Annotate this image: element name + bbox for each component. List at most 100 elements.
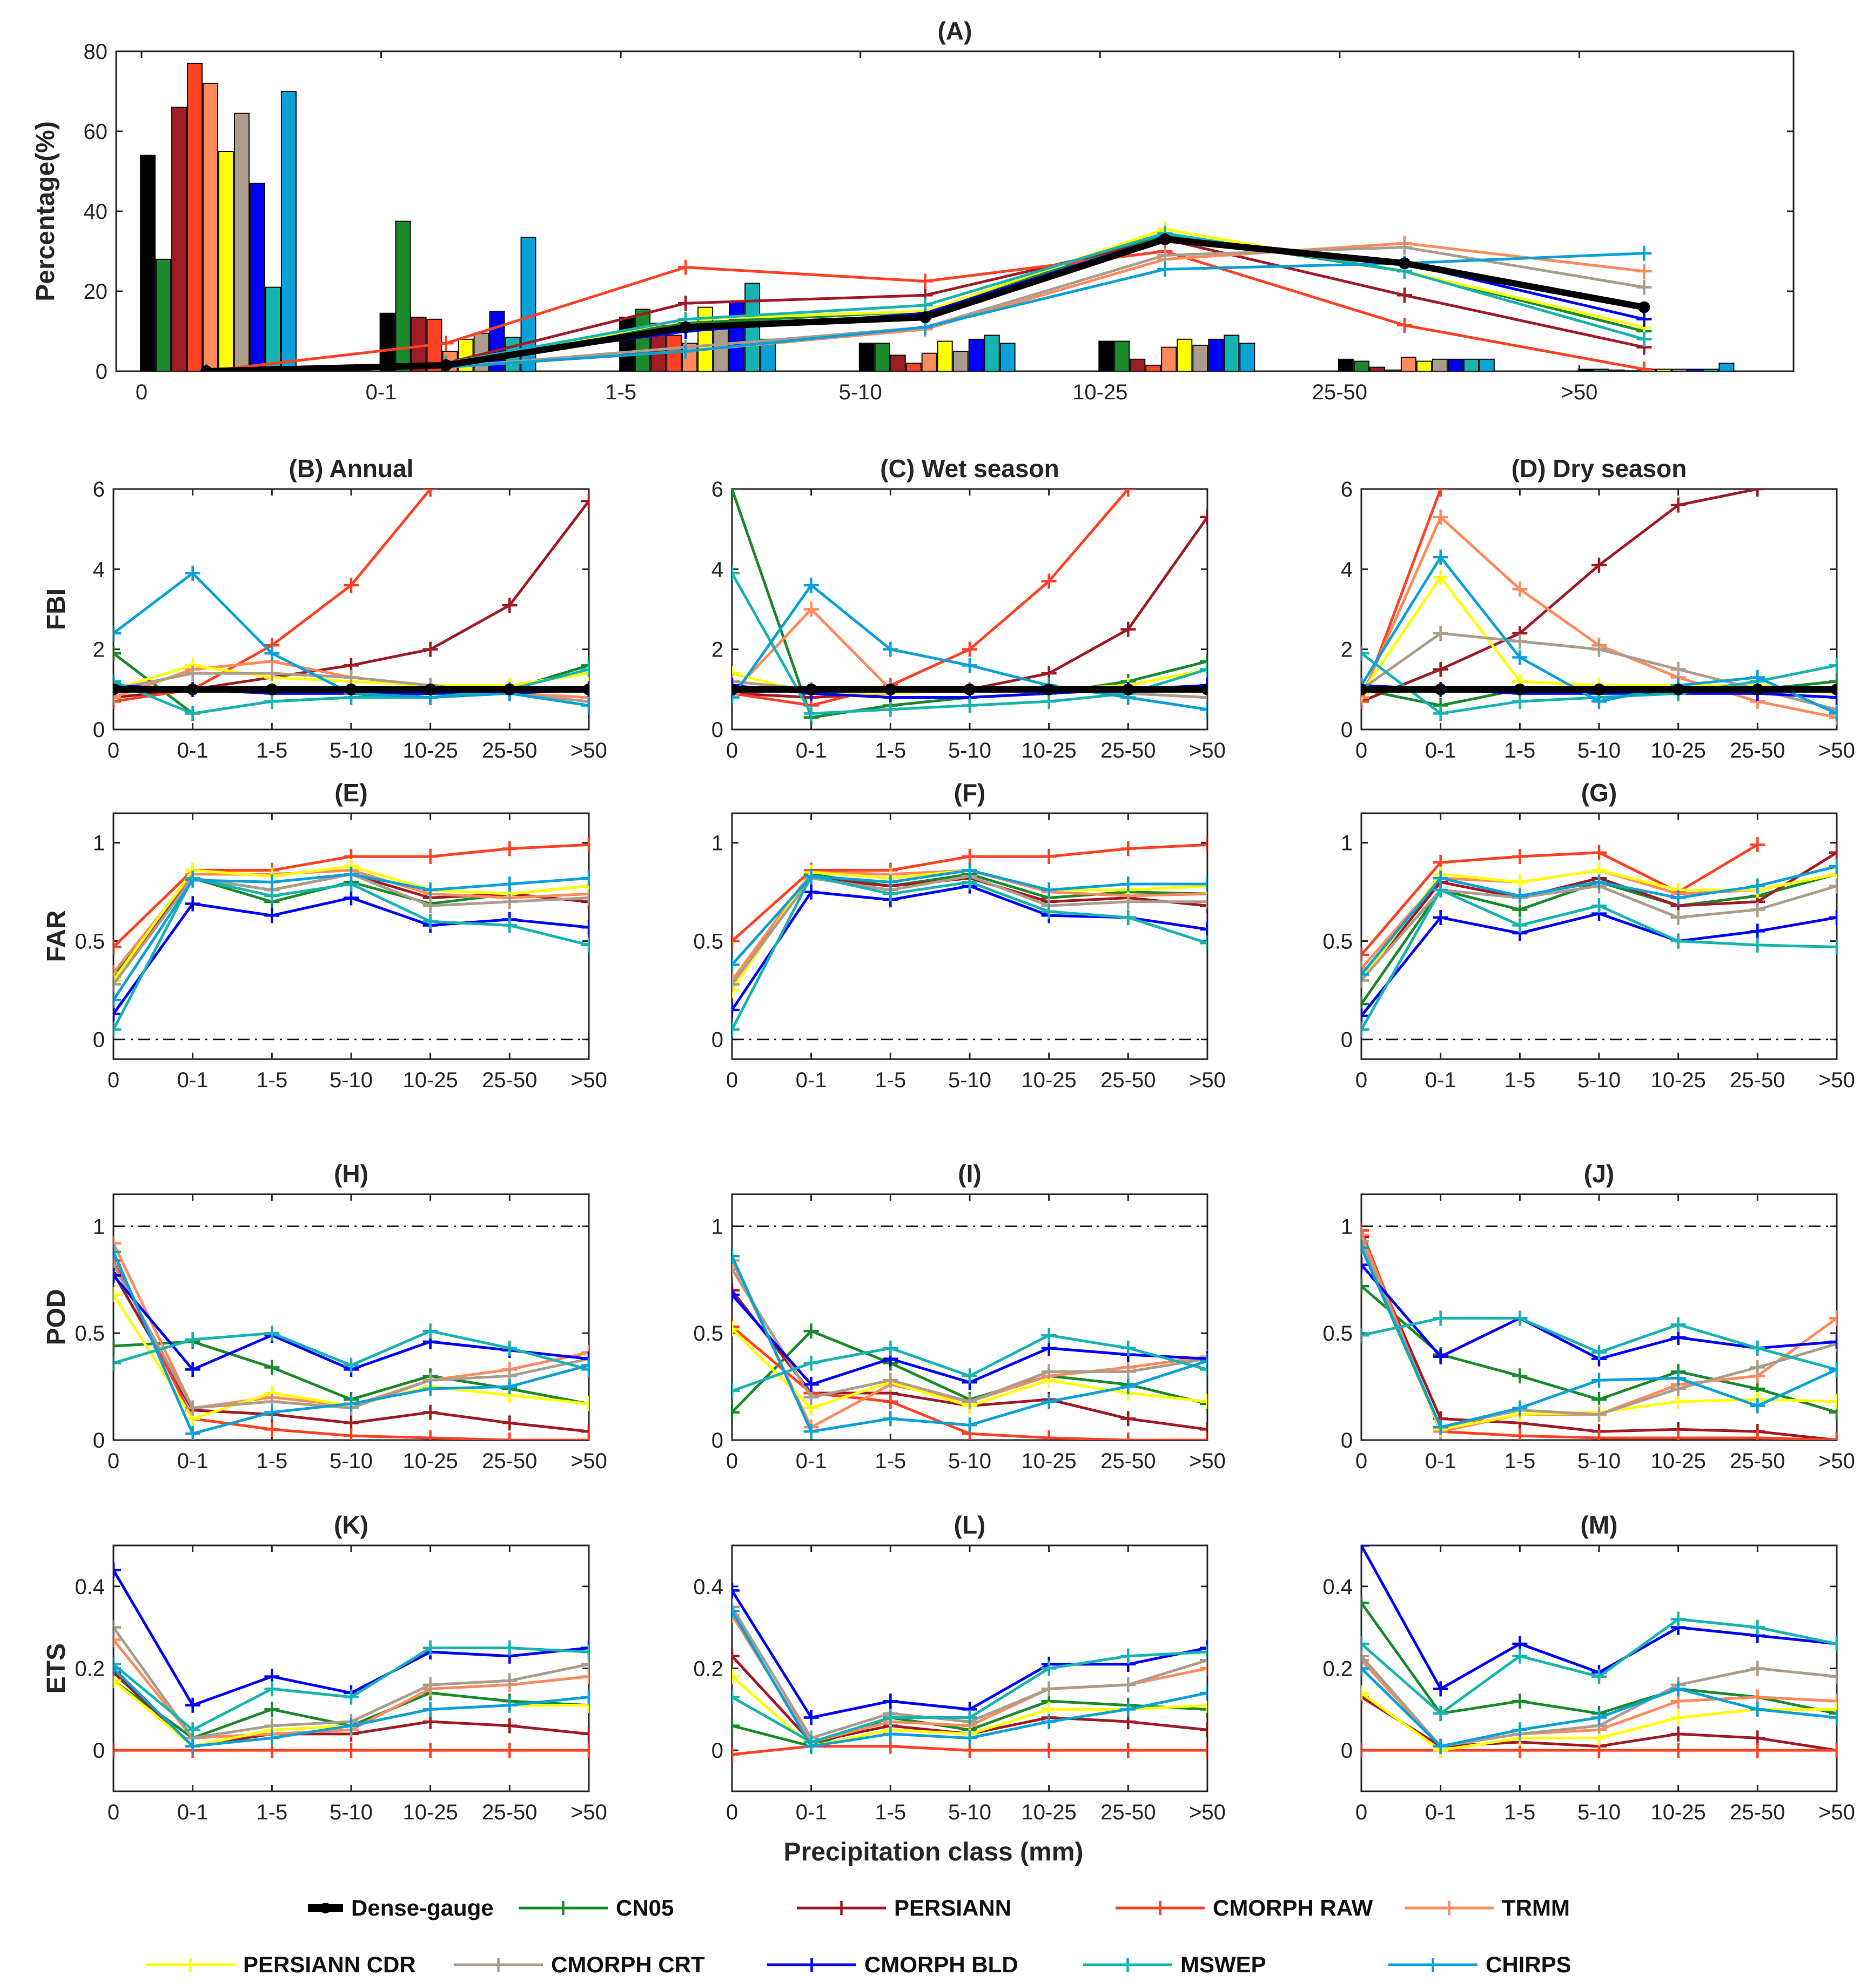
y-tick-label: 6: [93, 478, 105, 501]
point-persiann-cdr: [732, 982, 740, 998]
x-tick-label: 1-5: [875, 1068, 906, 1092]
point-dense-gauge: [1361, 683, 1367, 695]
y-tick-label: 0.5: [1322, 930, 1353, 954]
point-mswep: [1361, 1328, 1369, 1343]
point-trmm: [1636, 264, 1652, 279]
bar-persiann-cdr: [1416, 360, 1432, 371]
x-tick-label: 10-25: [1651, 739, 1706, 762]
point-persiann: [502, 1415, 518, 1431]
legend-item-cn05: CN05: [519, 1895, 674, 1920]
point-chirps: [1512, 888, 1528, 903]
panel-title: (L): [954, 1511, 986, 1539]
point-chirps: [581, 698, 589, 713]
x-tick-label: 5-10: [948, 1068, 991, 1092]
point-cmorph-bld: [185, 1697, 200, 1713]
bar-dense-gauge: [619, 317, 635, 371]
point-mswep: [185, 1722, 200, 1738]
y-tick-label: 6: [1341, 478, 1353, 501]
x-tick-label: 0: [1355, 1068, 1367, 1092]
point-trmm: [1829, 1310, 1837, 1326]
point-cmorph-bld: [1200, 678, 1207, 693]
y-tick-label: 80: [84, 40, 108, 64]
point-chirps: [803, 868, 819, 884]
point-mswep: [264, 1326, 280, 1341]
legend-label: CMORPH CRT: [551, 1952, 705, 1977]
point-cmorph-bld: [185, 1362, 200, 1377]
point-chirps: [1750, 878, 1765, 894]
point-dense-gauge: [964, 683, 976, 695]
point-mswep: [1361, 646, 1369, 661]
point-mswep: [1361, 1636, 1369, 1651]
point-cmorph-bld: [264, 908, 280, 923]
point-persiann-cdr: [581, 878, 589, 894]
x-tick-label: 1-5: [256, 1449, 287, 1473]
point-mswep: [1041, 1661, 1057, 1676]
y-tick-label: 0: [1341, 1028, 1353, 1052]
bar-trmm: [203, 83, 218, 371]
y-tick-label: 1: [711, 1215, 723, 1239]
point-cmorph-raw: [1120, 1433, 1136, 1440]
point-persiann: [1396, 287, 1412, 303]
point-persiann-cdr: [1200, 878, 1207, 894]
point-cn05: [264, 1360, 280, 1375]
point-cmorph-crt: [803, 1389, 819, 1405]
x-tick-label: 5-10: [330, 1068, 373, 1092]
x-tick-label: >50: [1189, 1800, 1226, 1824]
point-mswep: [581, 661, 589, 677]
point-chirps: [732, 1248, 740, 1264]
point-chirps: [1041, 1714, 1057, 1730]
point-persiann-cdr: [1200, 1697, 1207, 1713]
point-chirps: [1361, 678, 1369, 693]
point-cmorph-crt: [113, 1619, 121, 1635]
bar-cmorph-bld: [1687, 369, 1703, 371]
point-chirps: [1120, 876, 1136, 892]
point-chirps: [1750, 1702, 1765, 1717]
y-tick-label: 0: [1341, 1739, 1353, 1763]
y-tick-label: 2: [93, 638, 105, 662]
point-persiann-cdr: [1670, 1394, 1686, 1409]
bar-persiann-cdr: [218, 151, 234, 371]
x-tick-label: 0-1: [177, 1449, 209, 1473]
legend-swatch-marker: [834, 1901, 849, 1915]
point-cmorph-raw: [581, 837, 589, 853]
bar-cmorph-crt: [1671, 369, 1688, 371]
point-cmorph-crt: [581, 1656, 589, 1672]
x-tick-label: 0-1: [177, 1800, 209, 1824]
point-chirps: [185, 872, 200, 888]
point-cn05: [732, 1718, 740, 1733]
point-cn05: [113, 1338, 121, 1354]
point-mswep: [883, 1710, 898, 1725]
x-tick-label: 10-25: [1651, 1449, 1706, 1473]
series-line-cmorph-raw: [1361, 844, 1758, 956]
legend-swatch-marker: [183, 1958, 198, 1972]
point-dense-gauge: [113, 683, 119, 695]
panel-title: (E): [334, 779, 367, 807]
point-mswep: [113, 1355, 121, 1371]
point-chirps: [1829, 1362, 1837, 1377]
plot-area: [1361, 1223, 1837, 1440]
point-chirps: [113, 1661, 121, 1676]
point-cn05: [1361, 996, 1369, 1012]
point-dense-gauge: [1638, 301, 1650, 313]
x-tick-label: 10-25: [1022, 1449, 1077, 1473]
x-tick-label: 10-25: [1022, 739, 1077, 762]
point-cmorph-crt: [1636, 279, 1652, 295]
point-persiann-cdr: [1829, 866, 1837, 882]
point-cmorph-crt: [1829, 1669, 1837, 1684]
point-trmm: [1433, 509, 1448, 525]
y-tick-label: 0.4: [75, 1575, 105, 1599]
x-tick-label: 1-5: [1504, 1068, 1535, 1092]
point-persiann: [1829, 845, 1837, 860]
point-mswep: [732, 1022, 740, 1037]
point-cmorph-raw: [1591, 845, 1607, 860]
point-chirps: [1433, 550, 1448, 565]
point-cmorph-bld: [1750, 923, 1765, 939]
point-persiann: [1200, 1722, 1207, 1738]
plot-area: [113, 837, 589, 1041]
bar-persiann: [1130, 358, 1146, 371]
x-tick-label: 1-5: [1504, 1449, 1535, 1473]
point-mswep: [1591, 1344, 1607, 1360]
point-persiann-cdr: [1829, 1394, 1837, 1409]
bar-cn05: [156, 258, 171, 371]
